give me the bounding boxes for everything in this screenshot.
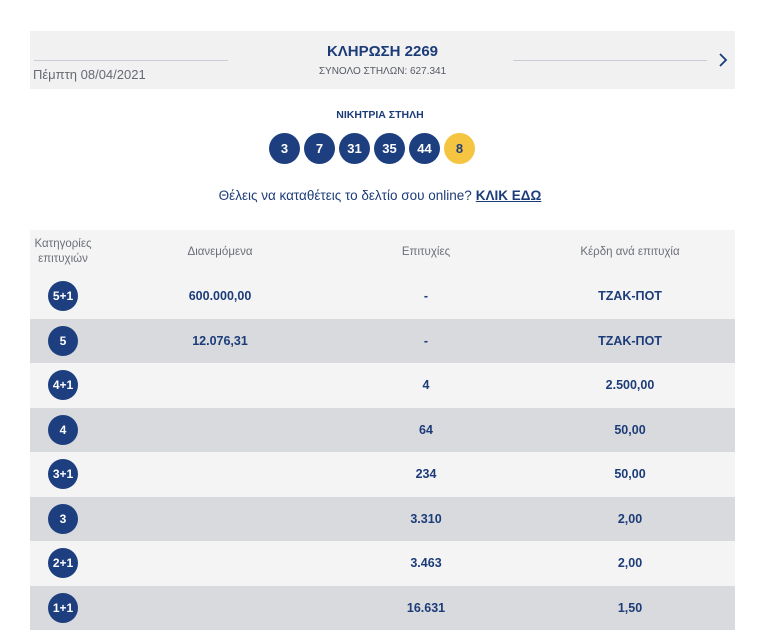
winners-cell: 3.463 xyxy=(410,556,442,571)
table-row: 5+1 600.000,00 - ΤΖΑΚ-ΠΟΤ xyxy=(30,274,735,319)
table-row: 4 64 50,00 xyxy=(30,407,735,453)
draw-header: Πέμπτη 08/04/2021 ΚΛΗΡΩΣΗ 2269 ΣΥΝΟΛΟ ΣΤ… xyxy=(30,31,735,89)
winning-ball: 31 xyxy=(339,133,370,164)
prize-cell: 50,00 xyxy=(614,467,646,482)
winning-ball: 35 xyxy=(374,133,405,164)
winning-column-label: ΝΙΚΗΤΡΙΑ ΣΤΗΛΗ xyxy=(336,109,424,121)
category-badge: 3 xyxy=(48,503,78,534)
prize-cell: 2,00 xyxy=(617,511,643,526)
online-promo: Θέλεις να καταθέτεις το δελτίο σου onlin… xyxy=(0,188,760,203)
total-columns: ΣΥΝΟΛΟ ΣΤΗΛΩΝ: 627.341 xyxy=(318,66,447,77)
table-row: 3+1 234 50,00 xyxy=(30,452,735,497)
category-badge: 3+1 xyxy=(48,459,78,489)
prize-table: Κατηγορίες επιτυχιών Διανεμόμενα Επιτυχί… xyxy=(30,230,735,630)
header-distributed: Διανεμόμενα xyxy=(187,245,253,258)
draw-title: ΚΛΗΡΩΣΗ 2269 xyxy=(326,43,439,60)
table-row: 3 3.310 2,00 xyxy=(30,496,735,542)
prize-cell: 1,50 xyxy=(617,600,643,615)
winning-ball: 7 xyxy=(304,133,335,164)
chevron-right-icon xyxy=(719,53,728,67)
header-divider-right xyxy=(513,60,707,61)
distributed-cell xyxy=(140,363,300,408)
category-badge: 4 xyxy=(48,414,78,445)
category-badge: 5 xyxy=(48,325,78,356)
category-badge: 1+1 xyxy=(48,592,78,623)
distributed-cell xyxy=(140,452,300,497)
table-row: 1+1 16.631 1,50 xyxy=(30,585,735,631)
distributed-cell xyxy=(140,408,300,453)
prize-cell: ΤΖΑΚ-ΠΟΤ xyxy=(598,289,662,304)
header-winners: Επιτυχίες xyxy=(401,245,451,258)
prize-cell: 50,00 xyxy=(614,422,646,437)
distributed-cell: 12.076,31 xyxy=(192,333,248,348)
next-draw-button[interactable] xyxy=(716,49,730,71)
winners-cell: - xyxy=(423,289,429,304)
winners-cell: 3.310 xyxy=(410,511,442,526)
distributed-cell xyxy=(140,586,300,631)
table-row: 2+1 3.463 2,00 xyxy=(30,541,735,586)
prize-cell: 2.500,00 xyxy=(605,378,655,393)
table-header: Κατηγορίες επιτυχιών Διανεμόμενα Επιτυχί… xyxy=(30,230,735,274)
draw-date: Πέμπτη 08/04/2021 xyxy=(33,67,146,82)
click-here-link[interactable]: ΚΛΙΚ ΕΔΩ xyxy=(475,188,542,203)
table-row: 4+1 4 2.500,00 xyxy=(30,363,735,408)
distributed-cell: 600.000,00 xyxy=(188,289,252,304)
winners-cell: 234 xyxy=(415,467,437,482)
distributed-cell xyxy=(140,497,300,542)
category-badge: 2+1 xyxy=(48,548,78,578)
prize-cell: 2,00 xyxy=(617,556,643,571)
category-badge: 4+1 xyxy=(48,370,78,400)
online-promo-text: Θέλεις να καταθέτεις το δελτίο σου onlin… xyxy=(218,188,472,203)
winning-numbers: 3 7 31 35 44 8 xyxy=(0,133,760,165)
winning-ball: 44 xyxy=(409,133,440,164)
winners-cell: 64 xyxy=(419,422,433,437)
header-divider-left xyxy=(34,60,228,61)
winners-cell: 4 xyxy=(422,378,430,393)
joker-ball: 8 xyxy=(444,133,475,164)
header-prize: Κέρδη ανά επιτυχία xyxy=(580,245,680,258)
table-row: 5 12.076,31 - ΤΖΑΚ-ΠΟΤ xyxy=(30,318,735,363)
prize-cell: ΤΖΑΚ-ΠΟΤ xyxy=(598,333,662,348)
winners-cell: 16.631 xyxy=(406,600,446,615)
distributed-cell xyxy=(140,541,300,586)
category-badge: 5+1 xyxy=(48,281,78,311)
winners-cell: - xyxy=(423,333,429,348)
header-categories: Κατηγορίες επιτυχιών xyxy=(34,238,92,265)
winning-ball: 3 xyxy=(269,133,300,164)
